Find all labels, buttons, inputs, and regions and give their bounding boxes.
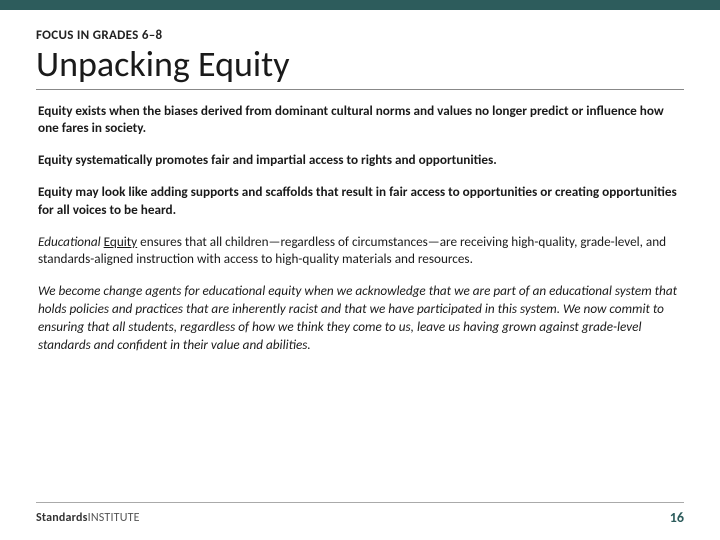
- footer: StandardsINSTITUTE 16: [36, 502, 684, 526]
- paragraph-5: We become change agents for educational …: [38, 282, 682, 353]
- brand-bold: Standards: [36, 511, 88, 525]
- paragraph-1: Equity exists when the biases derived fr…: [38, 102, 682, 138]
- paragraph-2: Equity systematically promotes fair and …: [38, 151, 682, 169]
- slide-content: FOCUS IN GRADES 6–8 Unpacking Equity Equ…: [0, 10, 720, 354]
- paragraph-4-underline: Equity: [104, 233, 138, 250]
- paragraph-4-prefix: Educational Equity: [38, 233, 137, 250]
- page-title: Unpacking Equity: [36, 45, 684, 90]
- kicker-text: FOCUS IN GRADES 6–8: [36, 28, 684, 43]
- brand-logo: StandardsINSTITUTE: [36, 511, 140, 525]
- top-accent-bar: [0, 0, 720, 10]
- paragraph-3: Equity may look like adding supports and…: [38, 183, 682, 219]
- paragraph-4-italic: Educational: [38, 233, 101, 250]
- page-number: 16: [670, 509, 684, 526]
- paragraph-4: Educational Equity ensures that all chil…: [38, 233, 682, 269]
- slide-container: FOCUS IN GRADES 6–8 Unpacking Equity Equ…: [0, 0, 720, 540]
- brand-light: INSTITUTE: [88, 511, 140, 525]
